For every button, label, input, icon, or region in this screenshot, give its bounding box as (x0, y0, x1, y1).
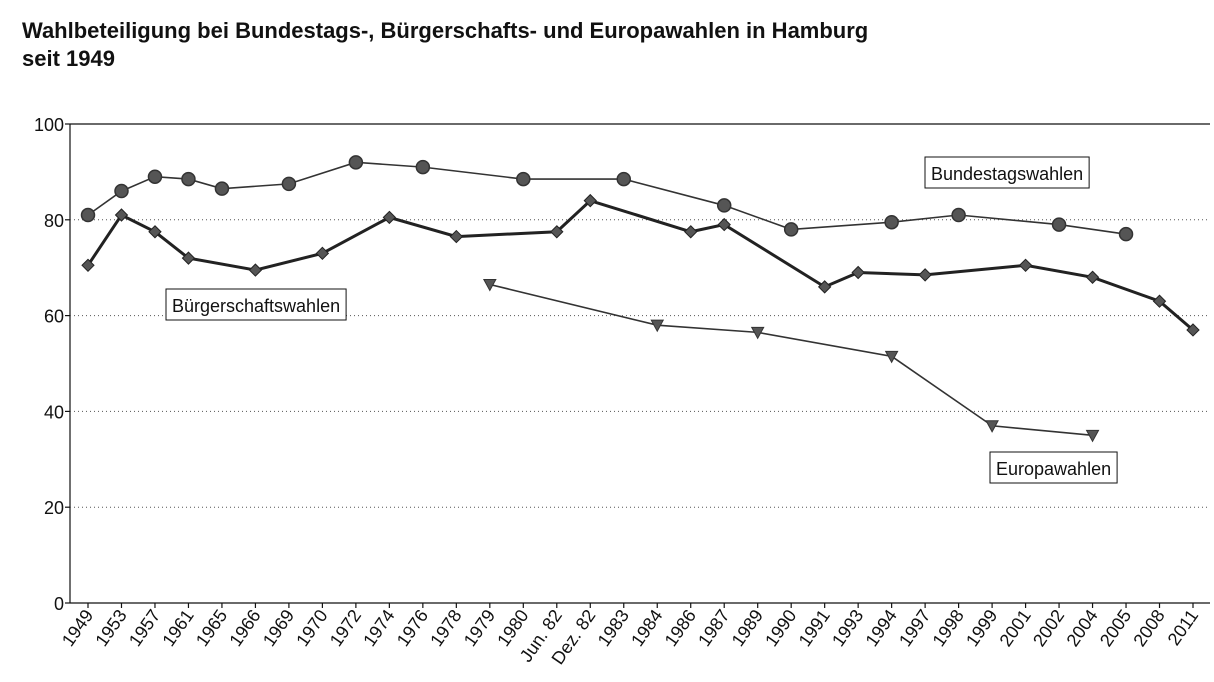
marker (214, 181, 230, 196)
marker (1186, 323, 1200, 337)
series-label-box (989, 451, 1118, 484)
marker (382, 210, 397, 225)
marker (181, 171, 196, 187)
marker (114, 208, 129, 222)
x-tick-label: 2008 (1129, 606, 1168, 650)
x-tick-label: 1989 (728, 606, 767, 650)
x-tick-label: 1976 (393, 606, 432, 650)
marker (851, 265, 865, 280)
y-tick-label: 80 (44, 211, 64, 231)
x-tick-label: 1972 (326, 606, 365, 650)
marker (181, 251, 196, 265)
x-tick-label: 2005 (1096, 606, 1135, 650)
y-tick-label: 20 (44, 498, 64, 518)
x-tick-label: 1990 (761, 606, 800, 650)
marker (650, 319, 665, 333)
marker (1152, 294, 1167, 308)
x-tick-label: 1993 (828, 606, 867, 650)
x-tick-label: 1970 (292, 606, 331, 650)
x-tick-label: 1966 (225, 606, 264, 650)
x-tick-label: 1979 (460, 606, 499, 650)
series-label-box (924, 156, 1090, 189)
marker (717, 217, 731, 232)
x-tick-label: 1983 (594, 606, 633, 650)
series-line (489, 283, 1093, 437)
marker (1085, 429, 1100, 443)
marker (716, 198, 732, 213)
x-tick-label: 2011 (1164, 606, 1203, 649)
series-label: Bürgerschaftswahlen (172, 296, 340, 316)
series-label-box (165, 288, 347, 321)
marker (147, 169, 163, 184)
marker (516, 171, 531, 187)
x-tick-label: 1957 (125, 606, 164, 650)
x-tick-label: 1999 (962, 606, 1001, 650)
marker (281, 176, 297, 192)
marker (884, 214, 899, 230)
x-tick-label: 1994 (862, 606, 901, 650)
series-line (87, 161, 1127, 235)
marker (148, 225, 162, 239)
marker (81, 258, 95, 273)
marker (616, 171, 632, 187)
x-tick-label: 1974 (359, 606, 398, 650)
marker (1051, 217, 1067, 232)
x-tick-label: 1953 (91, 606, 130, 650)
x-tick-label: 1961 (158, 606, 197, 650)
marker (415, 159, 431, 175)
marker (951, 207, 966, 223)
x-tick-label: 2001 (995, 606, 1034, 650)
x-tick-label: 1969 (259, 606, 298, 650)
marker (550, 225, 564, 239)
marker (817, 280, 832, 294)
x-tick-label: 1965 (192, 606, 231, 650)
y-tick-label: 40 (44, 402, 64, 422)
x-tick-label: 1991 (795, 606, 834, 650)
marker (449, 229, 464, 244)
marker (315, 246, 330, 261)
y-tick-label: 60 (44, 307, 64, 327)
x-tick-label: 2002 (1029, 606, 1068, 650)
x-tick-label: 1984 (627, 606, 666, 650)
x-tick-label: 1987 (694, 606, 733, 650)
x-tick-label: 1986 (661, 606, 700, 650)
marker (884, 350, 899, 364)
marker (783, 222, 799, 237)
marker (80, 207, 96, 223)
x-tick-label: 2004 (1062, 606, 1101, 650)
chart-title: Wahlbeteiligung bei Bundestags-, Bürgers… (22, 18, 868, 43)
x-tick-label: 1978 (426, 606, 465, 650)
marker (1018, 258, 1033, 273)
marker (583, 193, 597, 208)
series-label: Bundestagswahlen (931, 164, 1083, 184)
marker (1118, 226, 1134, 242)
marker (985, 420, 999, 433)
marker (348, 155, 364, 170)
marker (482, 278, 497, 292)
y-tick-label: 0 (54, 594, 64, 614)
x-tick-label: 1997 (895, 606, 934, 650)
marker (114, 183, 129, 199)
marker (248, 263, 263, 277)
marker (1085, 270, 1100, 284)
marker (750, 326, 765, 340)
series-label: Europawahlen (996, 459, 1111, 479)
x-tick-label: 1998 (929, 606, 968, 650)
marker (684, 225, 698, 239)
y-tick-label: 100 (34, 115, 64, 135)
marker (918, 268, 932, 282)
chart-title: seit 1949 (22, 46, 115, 71)
